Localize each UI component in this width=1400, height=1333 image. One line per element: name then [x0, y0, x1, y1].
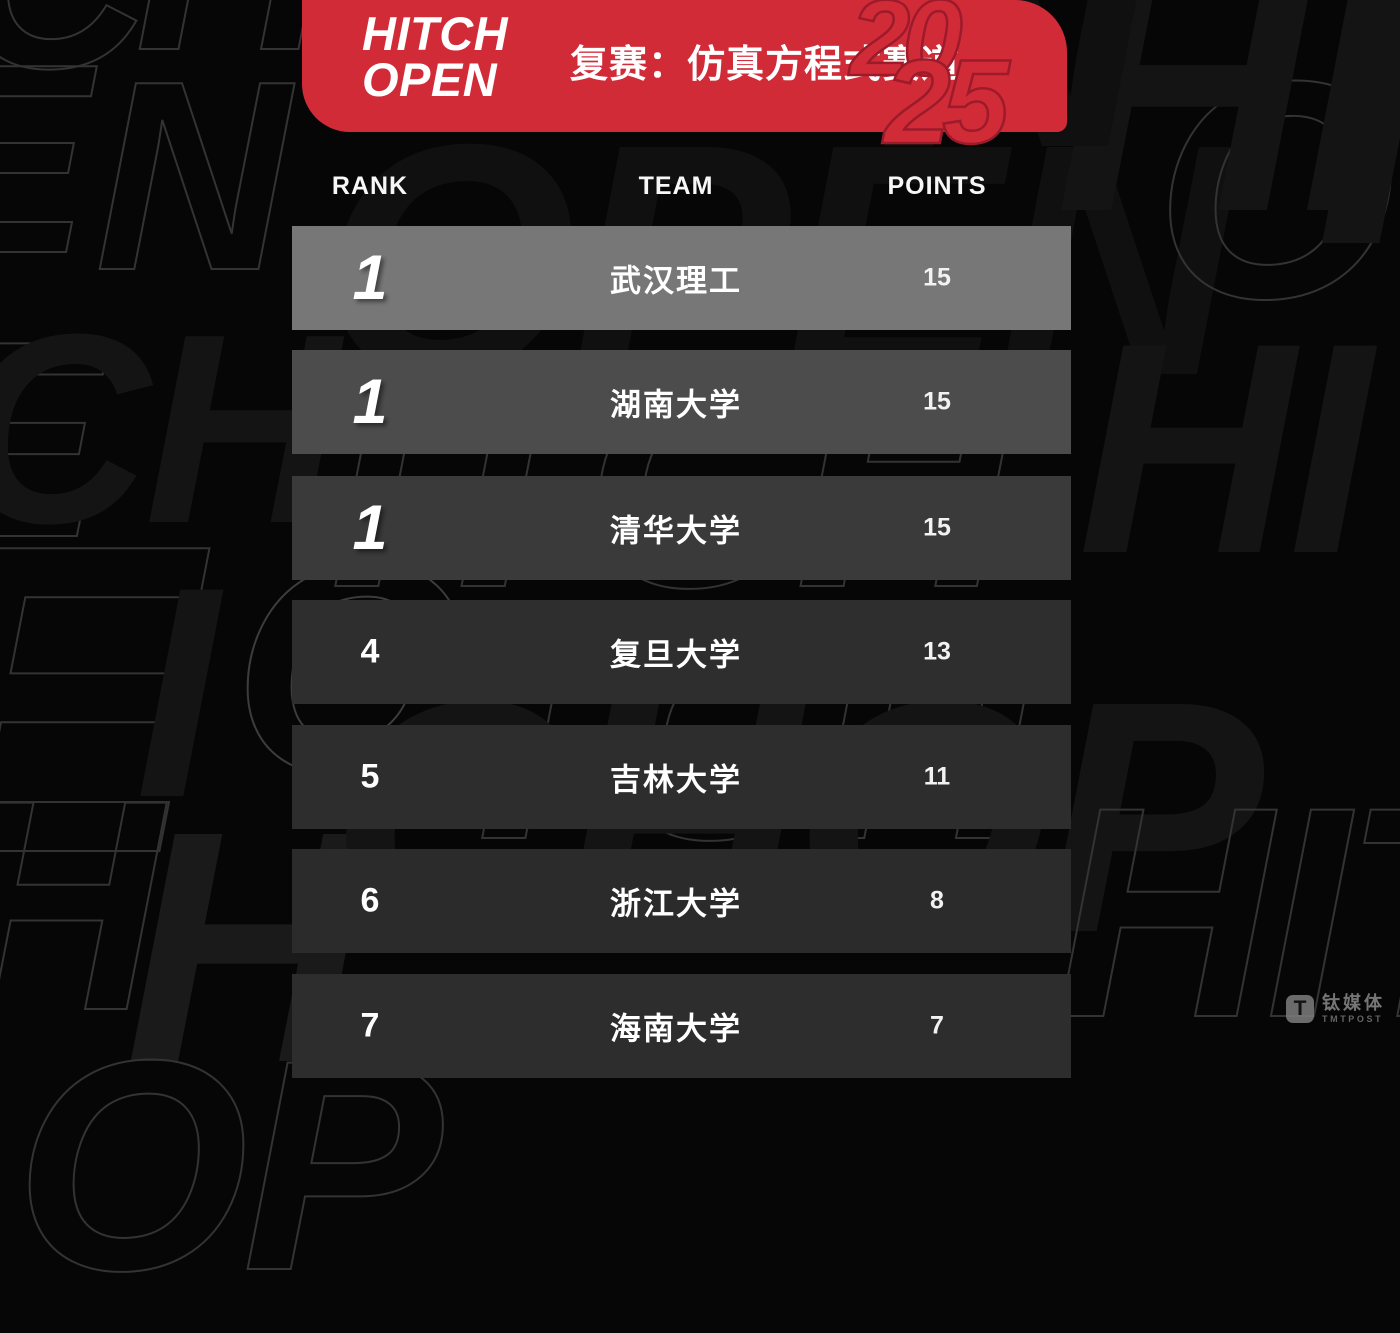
watermark-name-en: TMTPOST — [1322, 1014, 1384, 1024]
points-value: 15 — [923, 513, 951, 542]
table-row: 6 浙江大学 8 — [292, 849, 1071, 953]
tmtpost-logo-icon: T — [1286, 995, 1314, 1023]
team-name: 清华大学 — [610, 513, 742, 549]
header-banner — [302, 0, 1067, 132]
column-header-rank: RANK — [331, 172, 409, 200]
team-name: 海南大学 — [610, 1011, 742, 1047]
points-value: 7 — [930, 1011, 944, 1040]
column-header-points: POINTS — [887, 172, 987, 200]
logo-line-2: OPEN — [362, 53, 498, 107]
table-row: 1 武汉理工 15 — [292, 226, 1071, 330]
rank-value: 4 — [360, 632, 380, 671]
logo-line-1: HITCH — [362, 7, 509, 60]
rank-value: 5 — [360, 757, 380, 796]
year-2025-bottom: 25 — [883, 35, 1011, 169]
bg-letter: I — [135, 524, 218, 860]
bg-letter: HI — [1055, 0, 1398, 285]
table-row: 4 复旦大学 13 — [292, 600, 1071, 704]
table-row: 1 清华大学 15 — [292, 476, 1071, 580]
table-row: 7 海南大学 7 — [292, 974, 1071, 1078]
tmtpost-watermark: T 钛媒体 TMTPOST — [1286, 994, 1385, 1024]
column-header-team: TEAM — [638, 172, 714, 200]
team-name: 湖南大学 — [610, 387, 742, 423]
bg-letter: N — [94, 26, 291, 327]
team-name: 浙江大学 — [610, 886, 742, 922]
year-2025-top: 20 — [849, 0, 964, 98]
bg-letter: E — [0, 24, 91, 296]
rank-value: 1 — [352, 367, 388, 437]
bg-letter: O — [1154, 16, 1397, 363]
banner-subtitle: 复赛：仿真方程式赛道 — [570, 44, 961, 86]
watermark-name-cn: 钛媒体 — [1322, 993, 1385, 1013]
bg-letter: C — [0, 0, 151, 111]
team-name: 复旦大学 — [610, 637, 742, 673]
bg-letter: E — [0, 479, 199, 921]
points-value: 13 — [923, 637, 951, 666]
bg-letter: CH — [0, 279, 340, 580]
rank-value: 1 — [352, 243, 388, 313]
hitch-open-logo: HITCH OPEN — [362, 7, 509, 107]
points-value: 11 — [923, 762, 951, 791]
table-row: 5 吉林大学 11 — [292, 725, 1071, 829]
points-value: 8 — [930, 886, 944, 915]
points-value: 15 — [923, 263, 951, 292]
rank-value: 6 — [360, 881, 380, 920]
rank-value: 1 — [352, 493, 388, 563]
bg-letter: HIT — [1054, 744, 1400, 1080]
team-name: 吉林大学 — [610, 762, 742, 798]
table-row: 1 湖南大学 15 — [292, 350, 1071, 454]
bg-letter: E — [0, 299, 103, 581]
header-banner-content: HITCH OPEN 复赛：仿真方程式赛道 — [302, 0, 1067, 132]
bg-letter: H — [1315, 0, 1400, 305]
bg-letter: H — [134, 0, 331, 93]
bg-letter: H — [0, 754, 163, 1056]
rank-value: 7 — [360, 1006, 380, 1045]
team-name: 武汉理工 — [610, 263, 742, 299]
points-value: 15 — [923, 387, 951, 416]
bg-letter: HI — [1078, 280, 1372, 616]
